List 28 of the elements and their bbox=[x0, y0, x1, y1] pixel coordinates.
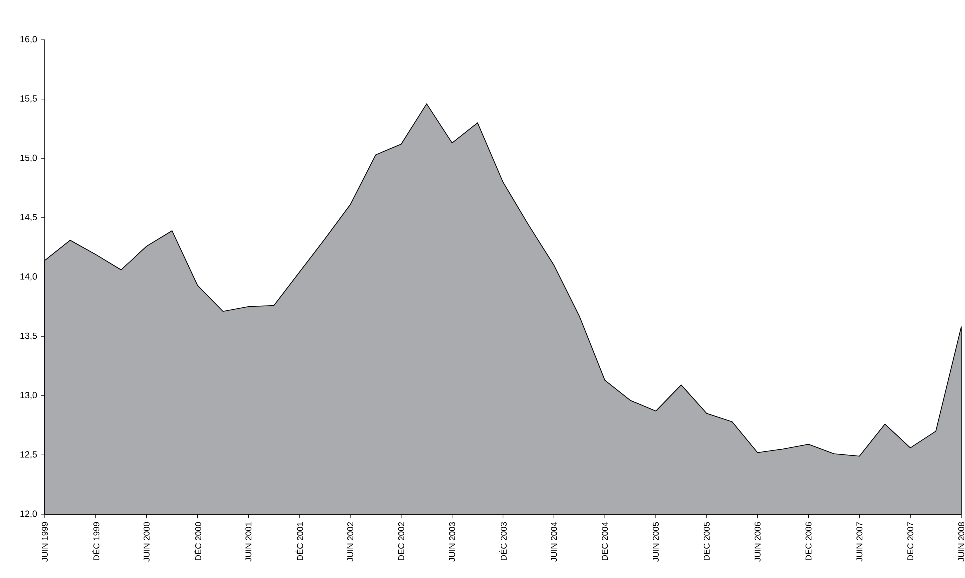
y-tick-label: 13,5 bbox=[20, 332, 38, 340]
y-tick-label: 15,5 bbox=[20, 96, 38, 103]
x-tick-label: DEC 2004 bbox=[602, 522, 608, 560]
x-tick-label: DEC 2006 bbox=[806, 522, 812, 560]
x-tick-label: DEC 2002 bbox=[398, 522, 404, 560]
x-tick-label: JUIN 2004 bbox=[551, 522, 558, 562]
x-tick-label: JUIN 2006 bbox=[754, 522, 761, 562]
x-tick-label: DÉC 1999 bbox=[92, 522, 100, 560]
y-tick-label: 12,0 bbox=[20, 510, 38, 518]
y-tick-label: 12,5 bbox=[20, 451, 38, 459]
x-tick-label: DÉC 2001 bbox=[296, 522, 304, 560]
y-tick-label: 16,0 bbox=[20, 36, 38, 44]
y-tick-label: 14,0 bbox=[20, 274, 38, 281]
x-tick-label: JUIN 2002 bbox=[348, 522, 354, 562]
x-tick-label: JUIN 2008 bbox=[958, 522, 965, 562]
x-tick-label: DÉC 2000 bbox=[194, 522, 202, 560]
x-tick-label: DEC 2005 bbox=[704, 522, 710, 560]
x-tick-label: JUIN 1999 bbox=[42, 522, 48, 562]
x-tick-label: JUIN 2005 bbox=[653, 522, 659, 562]
y-tick-label: 15,0 bbox=[20, 154, 38, 162]
x-tick-label: JUIN 2007 bbox=[856, 522, 863, 562]
x-tick-label: DEC 2007 bbox=[908, 522, 914, 560]
x-tick-label: JUIN 2000 bbox=[144, 522, 150, 562]
x-tick-label: JUIN 2003 bbox=[449, 522, 456, 562]
y-tick-label: 13,0 bbox=[20, 392, 38, 400]
y-tick-label: 14,5 bbox=[20, 214, 38, 222]
x-tick-label: JUIN 2001 bbox=[246, 522, 252, 562]
x-tick-label: DÉC 2003 bbox=[500, 522, 507, 560]
